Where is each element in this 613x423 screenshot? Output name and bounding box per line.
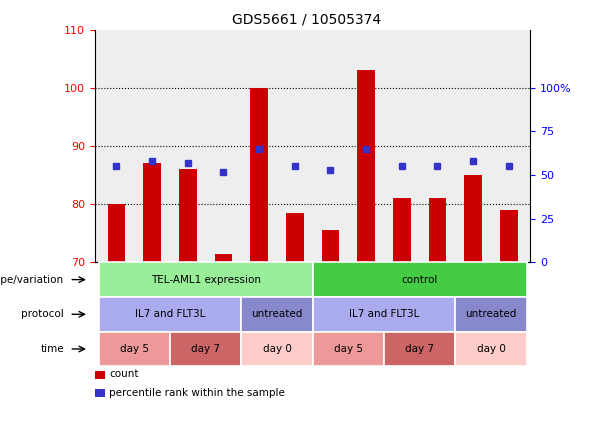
Text: GDS5661 / 10505374: GDS5661 / 10505374 [232,13,381,27]
Bar [215,253,232,262]
Bar [500,210,518,262]
Text: percentile rank within the sample: percentile rank within the sample [109,388,285,398]
Bar [357,70,375,262]
Text: TEL-AML1 expression: TEL-AML1 expression [151,275,261,285]
Text: day 5: day 5 [120,344,149,354]
Bar [393,198,411,262]
Text: day 7: day 7 [405,344,434,354]
Bar [322,230,340,262]
Text: time: time [40,344,64,354]
Bar [143,163,161,262]
Bar [464,175,482,262]
Bar [95,371,105,379]
Text: day 7: day 7 [191,344,220,354]
Bar [179,169,197,262]
Text: day 0: day 0 [476,344,506,354]
Text: genotype/variation: genotype/variation [0,275,64,285]
Text: count: count [109,369,139,379]
Bar [95,389,105,397]
Bar [107,204,125,262]
Text: untreated: untreated [465,309,517,319]
Text: day 0: day 0 [262,344,291,354]
Bar [250,88,268,262]
Text: IL7 and FLT3L: IL7 and FLT3L [135,309,205,319]
Text: control: control [402,275,438,285]
Text: IL7 and FLT3L: IL7 and FLT3L [349,309,419,319]
Bar [428,198,446,262]
Text: day 5: day 5 [334,344,363,354]
Bar [286,213,303,262]
Text: untreated: untreated [251,309,303,319]
Text: protocol: protocol [21,309,64,319]
